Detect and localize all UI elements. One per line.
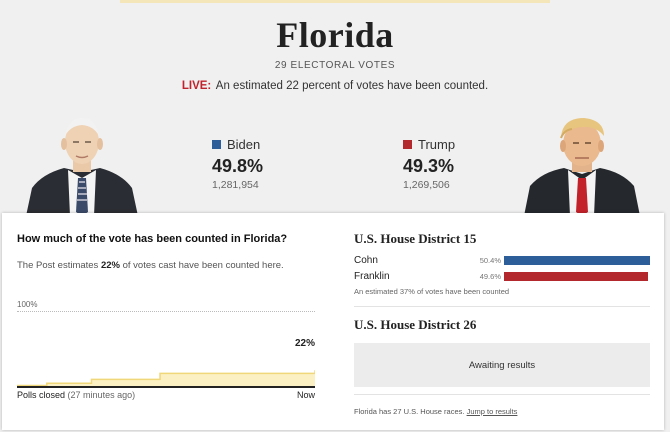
candidate-name-text: Trump <box>418 137 456 152</box>
x-axis-left-label: Polls closed (27 minutes ago) <box>17 390 136 400</box>
counted-percent: 22% <box>100 260 120 271</box>
votes-counted-subtitle: The Post estimates 22% of votes cast hav… <box>17 260 284 271</box>
biden-portrait <box>22 112 142 216</box>
race-candidate-name: Franklin <box>354 271 390 282</box>
votes-counted-chart <box>17 370 315 387</box>
top-accent-bar <box>120 0 550 3</box>
candidate-percent: 49.8% <box>212 156 264 176</box>
live-status: LIVE: An estimated 22 percent of votes h… <box>0 80 670 92</box>
candidate-percent: 49.3% <box>403 156 455 176</box>
candidate-votes: 1,281,954 <box>212 179 259 191</box>
electoral-votes-label: 29 ELECTORAL VOTES <box>274 60 396 71</box>
district-15-title: U.S. House District 15 <box>354 231 477 246</box>
chart-baseline <box>17 386 315 388</box>
house-races-footer: Florida has 27 U.S. House races. Jump to… <box>354 407 518 416</box>
current-percent-label: 22% <box>294 338 315 349</box>
x-axis-right-label: Now <box>296 390 315 400</box>
race-row: Franklin 49.6% <box>354 270 650 284</box>
race-candidate-percent: 49.6% <box>479 272 501 281</box>
awaiting-results-box: Awaiting results <box>354 343 650 387</box>
divider <box>354 306 650 307</box>
district-15-note: An estimated 37% of votes have been coun… <box>354 287 510 296</box>
counted-line <box>17 370 315 387</box>
candidate-name: Biden <box>212 137 263 152</box>
candidate-name: Trump <box>403 137 455 152</box>
race-candidate-percent: 50.4% <box>479 256 501 265</box>
race-bar <box>504 256 650 265</box>
candidate-trump: Trump 49.3% 1,269,506 <box>403 137 455 191</box>
divider <box>354 394 650 395</box>
party-swatch <box>212 140 221 149</box>
race-candidate-name: Cohn <box>354 255 378 266</box>
race-row: Cohn 50.4% <box>354 254 650 268</box>
trump-portrait <box>522 112 642 216</box>
house-races-panel: U.S. House District 15 Cohn 50.4% Frankl… <box>354 231 650 416</box>
district-26-title: U.S. House District 26 <box>354 317 477 332</box>
page-title: Florida <box>276 15 394 55</box>
votes-counted-panel: How much of the vote has been counted in… <box>17 233 315 403</box>
race-bar <box>504 272 648 281</box>
axis-top-label: 100% <box>17 300 38 309</box>
votes-counted-title: How much of the vote has been counted in… <box>17 233 288 245</box>
jump-to-results-link[interactable]: Jump to results <box>466 407 518 416</box>
candidate-votes: 1,269,506 <box>403 179 450 191</box>
results-card: How much of the vote has been counted in… <box>2 213 664 430</box>
district-15-results: Cohn 50.4% Franklin 49.6% <box>354 254 650 284</box>
candidate-name-text: Biden <box>227 137 261 152</box>
candidate-biden: Biden 49.8% 1,281,954 <box>212 137 263 191</box>
live-text: An estimated 22 percent of votes have be… <box>215 80 489 92</box>
live-tag: LIVE: <box>181 80 212 92</box>
party-swatch <box>403 140 412 149</box>
axis-top-line <box>17 311 315 312</box>
